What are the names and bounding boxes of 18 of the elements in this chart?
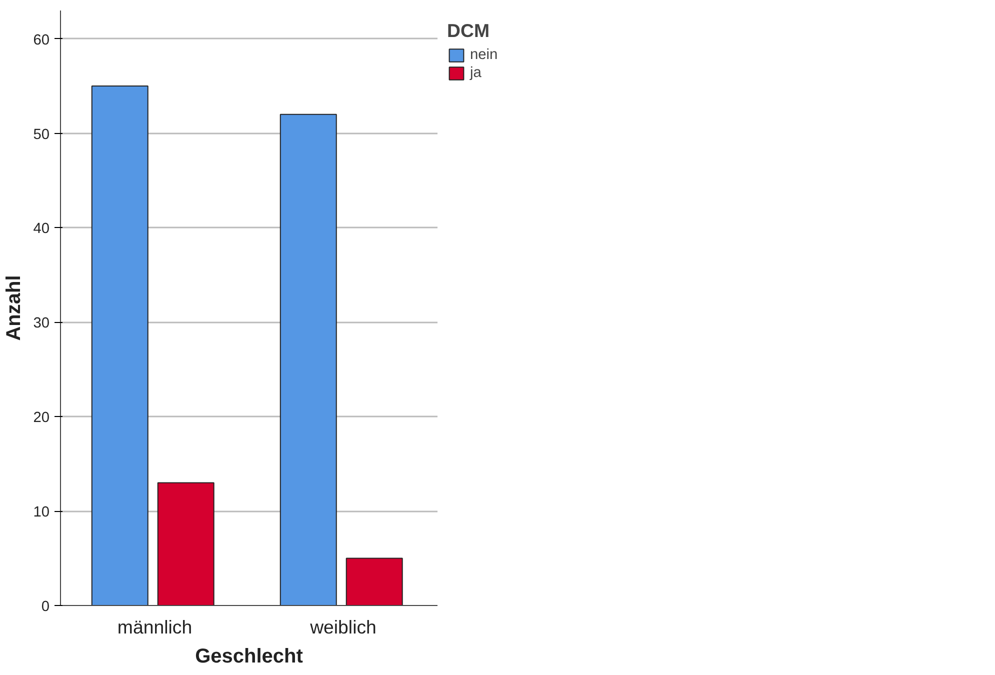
y-tick-label: 20 [33, 410, 50, 426]
y-tick-label: 60 [33, 32, 50, 48]
y-tick-label: 50 [33, 126, 50, 143]
legend-label: nein [470, 47, 498, 63]
x-axis-title: Geschlecht [195, 646, 304, 668]
y-tick-label: 10 [33, 504, 50, 521]
y-axis-title: Anzahl [3, 275, 26, 341]
bar [157, 482, 214, 606]
legend-title: DCM [447, 20, 490, 42]
legend-label: ja [470, 65, 482, 81]
bar [91, 86, 148, 606]
x-tick-label: weiblich [309, 616, 376, 638]
y-tick-label: 0 [41, 599, 50, 615]
y-tick-label: 30 [33, 316, 50, 332]
y-tick-label: 40 [33, 221, 50, 238]
bar [280, 114, 337, 606]
x-tick-label: männlich [117, 616, 192, 638]
bar [346, 558, 403, 606]
